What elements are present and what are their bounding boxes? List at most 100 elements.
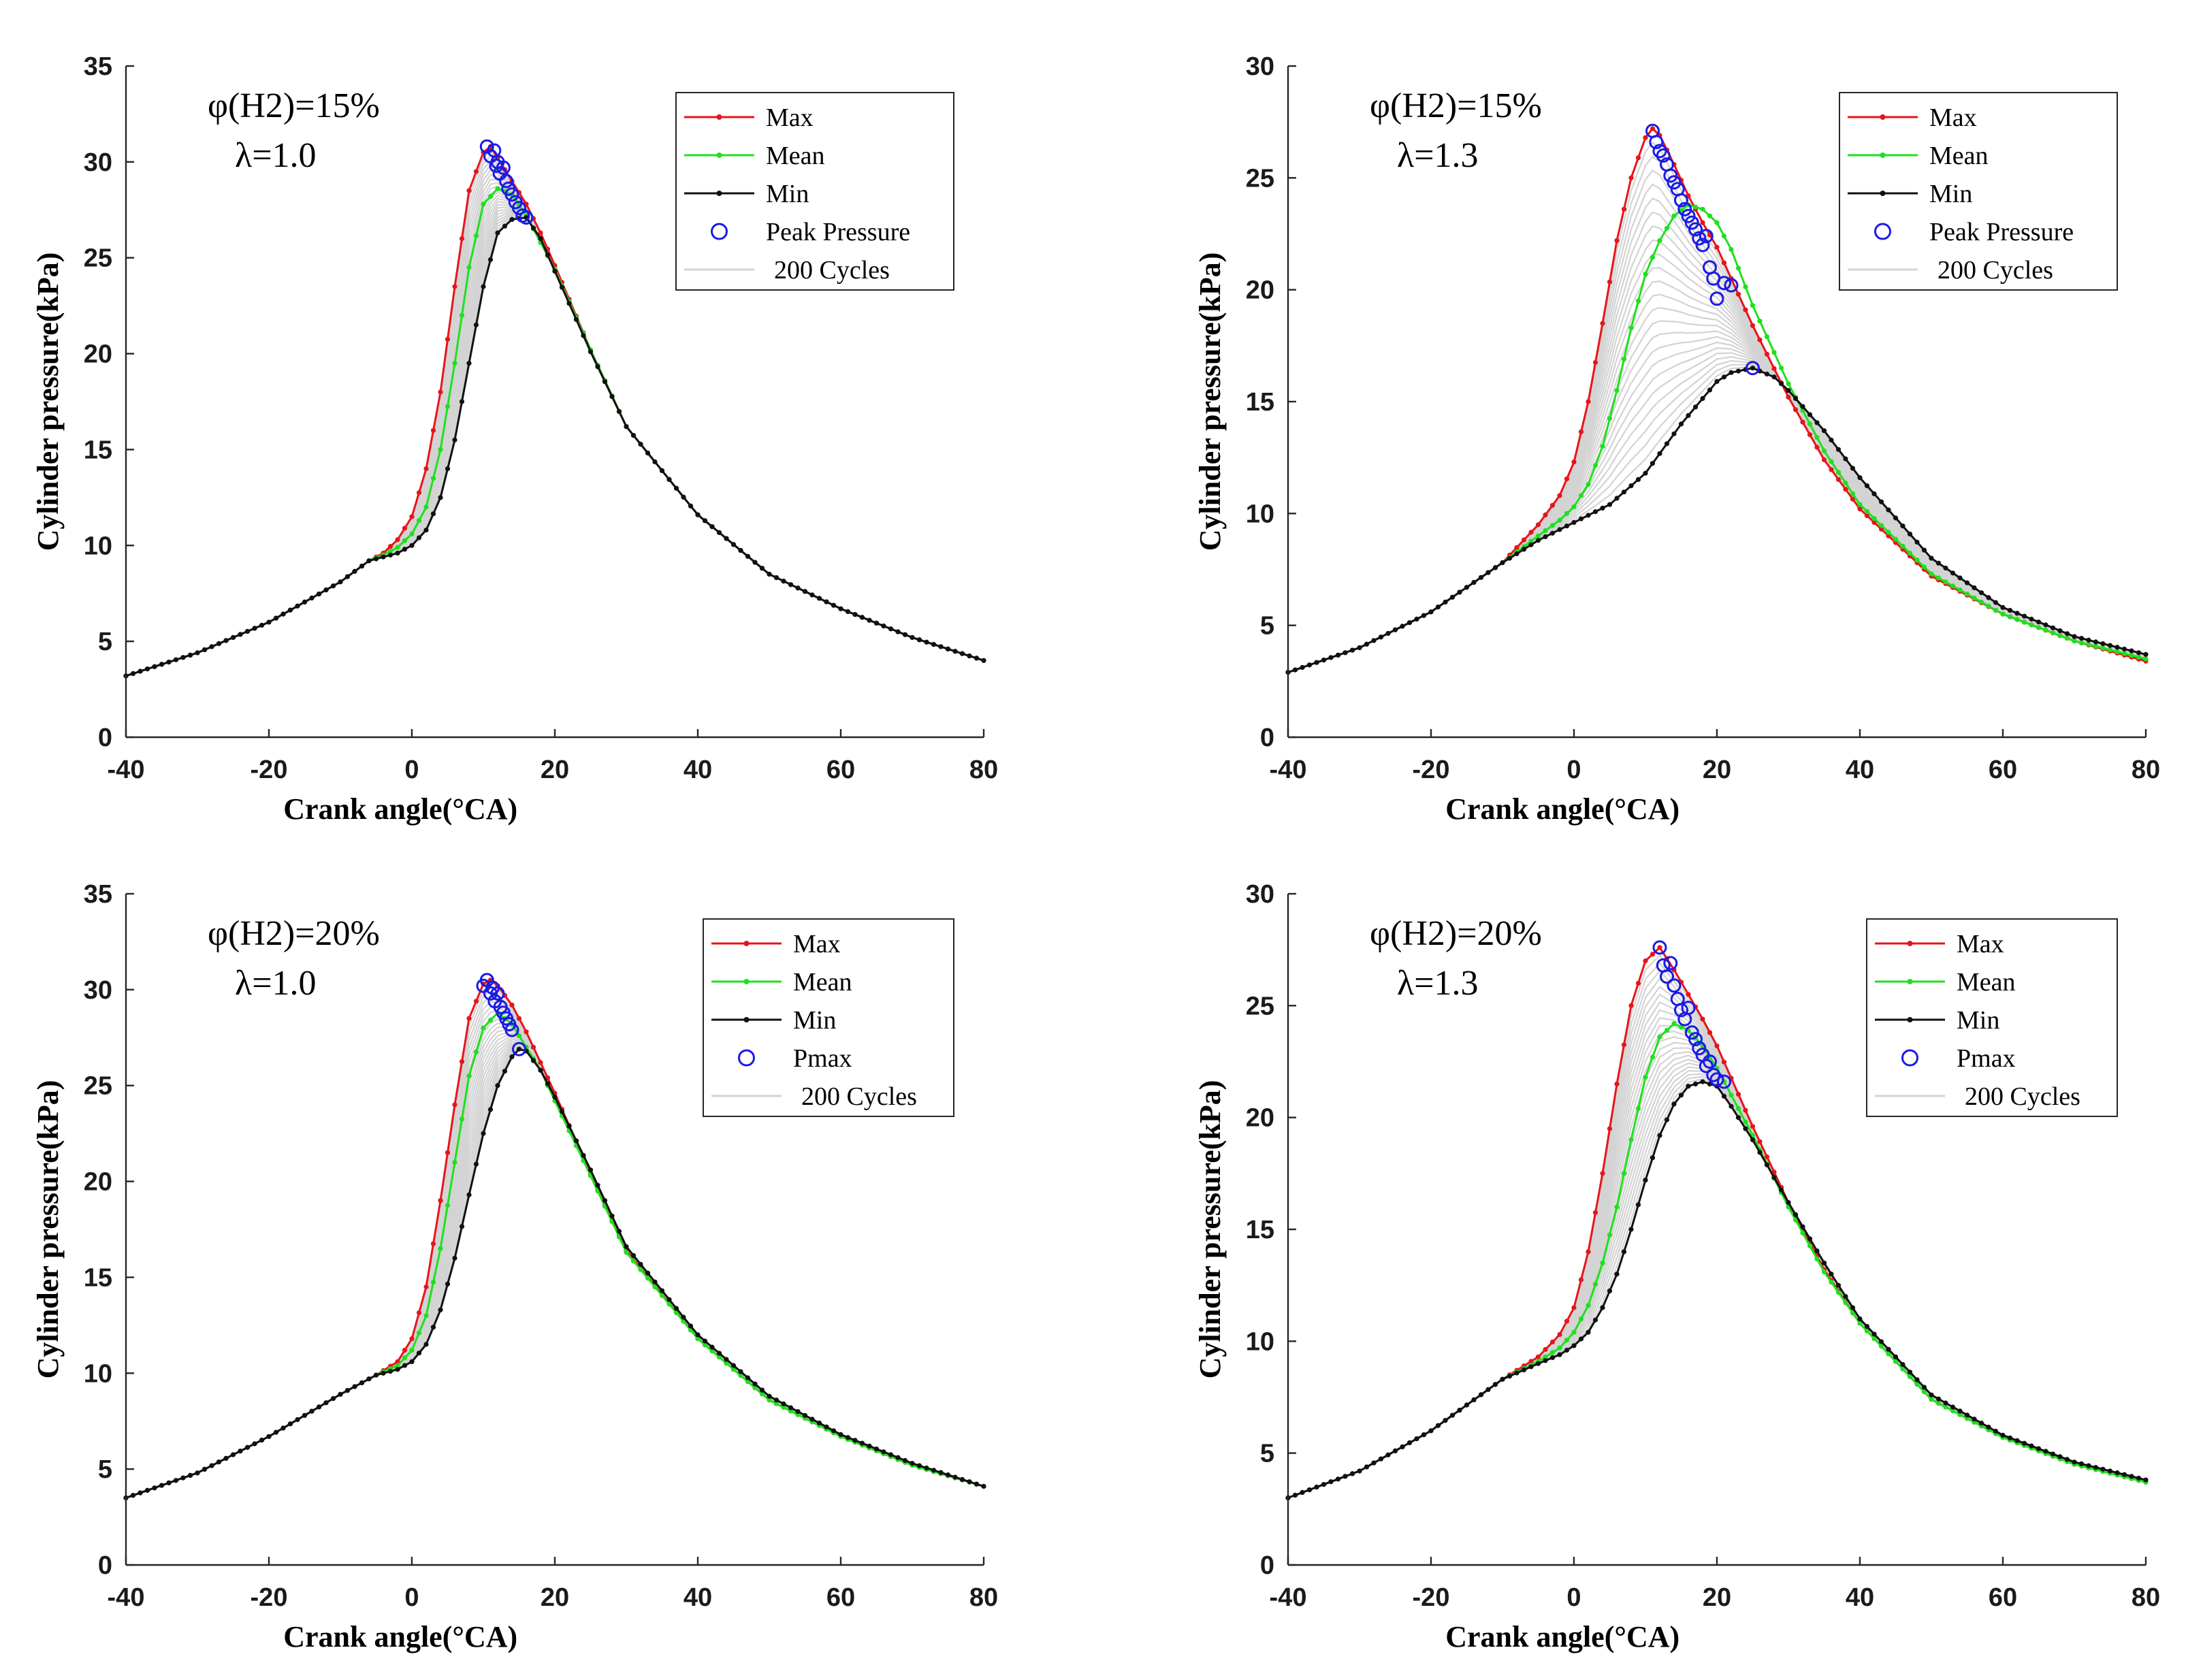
series-marker <box>1764 371 1770 377</box>
series-marker <box>1571 1329 1577 1335</box>
series-marker <box>767 1393 772 1399</box>
y-tick-label: 35 <box>84 880 112 909</box>
series-marker <box>1628 1137 1634 1143</box>
peak-points <box>479 139 534 225</box>
series-marker <box>1457 1408 1462 1413</box>
series-marker <box>338 579 343 585</box>
legend-swatch-marker <box>716 191 722 196</box>
series-marker <box>1678 421 1684 427</box>
series-marker <box>473 322 479 327</box>
series-marker <box>545 252 551 258</box>
series-marker <box>516 1046 522 1052</box>
series-marker <box>1628 1003 1634 1008</box>
series-marker <box>1943 1400 1948 1406</box>
series-marker <box>1871 491 1877 497</box>
series-marker <box>852 1438 858 1443</box>
x-tick-label: 0 <box>1566 1583 1581 1612</box>
peak-point <box>1717 276 1731 291</box>
series-marker <box>309 1408 315 1414</box>
series-marker <box>859 1440 865 1446</box>
series-marker <box>1850 1305 1856 1310</box>
series-marker <box>1700 1079 1705 1084</box>
series-marker <box>845 1435 851 1440</box>
y-axis-title: Cylinder pressure(kPa) <box>31 1080 65 1379</box>
series-marker <box>595 364 600 370</box>
series-marker <box>959 651 965 656</box>
series-marker <box>902 632 908 637</box>
cycle-line <box>1287 364 2146 673</box>
series-marker <box>138 668 143 674</box>
series-marker <box>1357 1468 1362 1474</box>
legend: Max Mean Min Pmax 200 Cycles <box>703 918 954 1117</box>
series-marker <box>524 1029 529 1035</box>
series-marker <box>180 1475 186 1481</box>
series-marker <box>216 641 222 647</box>
series-marker <box>1578 493 1584 498</box>
series-marker <box>423 504 429 510</box>
peak-points <box>476 973 526 1056</box>
series-marker <box>1586 1249 1591 1255</box>
series-marker <box>423 1284 429 1290</box>
series-marker <box>1521 1367 1527 1372</box>
series-marker <box>402 1363 408 1368</box>
series-marker <box>702 518 708 523</box>
peak-point <box>1677 201 1692 216</box>
legend-label: 200 Cycles <box>1965 1082 2080 1111</box>
series-marker <box>223 1455 229 1461</box>
series-marker <box>323 1400 329 1406</box>
series-marker <box>195 1470 200 1476</box>
series-marker <box>180 655 186 660</box>
legend-label: Min <box>1957 1006 1999 1035</box>
series-marker <box>1757 337 1763 342</box>
series-marker <box>173 657 179 662</box>
series-marker <box>1857 1316 1863 1322</box>
series-marker <box>216 1459 222 1465</box>
series-marker <box>1657 1034 1662 1039</box>
y-tick-label: 10 <box>84 532 112 560</box>
series-marker <box>466 1073 472 1079</box>
series-marker <box>588 1167 594 1173</box>
series-marker <box>1735 1115 1741 1120</box>
series-marker <box>2050 1451 2056 1457</box>
x-axis-title: Crank angle(°CA) <box>283 792 517 826</box>
series-marker <box>1478 575 1484 580</box>
series-marker <box>1728 246 1734 253</box>
series-marker <box>1528 1364 1534 1370</box>
series-marker <box>1635 298 1641 304</box>
series-marker <box>316 592 322 597</box>
legend-label: 200 Cycles <box>801 1082 917 1111</box>
series-marker <box>1764 334 1770 340</box>
series-marker <box>581 1152 586 1158</box>
x-tick-label: 60 <box>1989 756 2017 784</box>
series-marker <box>1821 457 1827 463</box>
series-marker <box>430 1241 436 1246</box>
series-marker <box>1921 547 1927 553</box>
series-marker <box>1757 1150 1763 1155</box>
legend-swatch-marker <box>716 152 722 158</box>
series-marker <box>423 528 429 533</box>
series-marker <box>566 1123 572 1129</box>
series-marker <box>624 424 629 430</box>
series-marker <box>695 1332 701 1338</box>
series-marker <box>344 574 351 579</box>
series-marker <box>359 1380 365 1385</box>
series-marker <box>1792 395 1799 402</box>
series-marker <box>430 1325 436 1330</box>
series-marker <box>1835 1282 1842 1288</box>
series-marker <box>1549 1350 1556 1355</box>
series-marker <box>1907 1370 1913 1375</box>
series-marker <box>1950 583 1956 589</box>
series-marker <box>1886 507 1891 513</box>
series-marker <box>395 537 400 543</box>
series-marker <box>767 571 772 577</box>
series-marker <box>1850 491 1856 497</box>
series-marker <box>552 268 558 274</box>
series-marker <box>1792 1217 1799 1223</box>
series-marker <box>1750 1137 1756 1143</box>
legend-swatch-marker <box>743 979 750 984</box>
series-marker <box>1521 547 1527 552</box>
series-marker <box>724 536 729 541</box>
series-marker <box>659 1293 665 1298</box>
series-marker <box>344 1388 351 1393</box>
series-marker <box>666 476 672 483</box>
